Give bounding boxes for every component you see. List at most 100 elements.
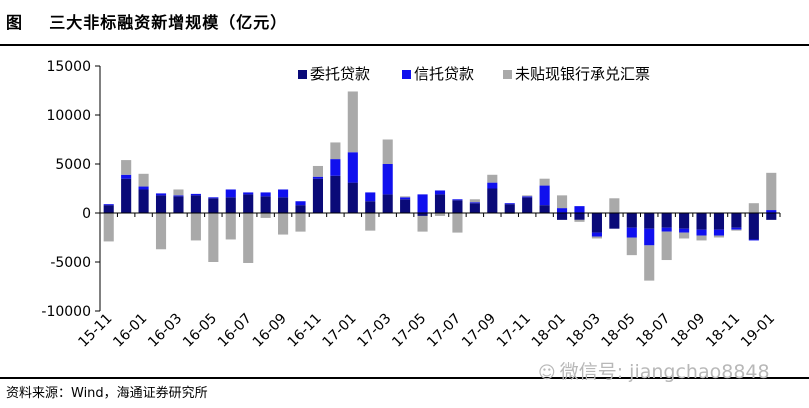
bar-trust: [504, 203, 515, 205]
bar-entrusted: [225, 197, 236, 213]
bar-trust: [330, 159, 341, 176]
bar-entrusted: [400, 199, 411, 213]
bar-acceptance: [225, 213, 236, 240]
bar-entrusted: [731, 213, 742, 228]
bar-trust: [243, 192, 254, 195]
bar-entrusted: [190, 195, 201, 213]
legend-label: 信托贷款: [414, 65, 474, 83]
bar-acceptance: [766, 172, 777, 211]
bar-trust: [347, 152, 358, 183]
bar-trust: [208, 197, 219, 199]
y-tick-label: 10000: [46, 108, 91, 124]
bar-trust: [260, 192, 271, 197]
bar-trust: [225, 189, 236, 198]
bar-trust: [661, 227, 672, 232]
watermark-text: 微信号: jiangchao8848: [559, 361, 770, 383]
bar-entrusted: [138, 189, 149, 213]
bar-trust: [487, 182, 498, 189]
bar-acceptance: [243, 213, 254, 263]
bar-entrusted: [504, 204, 515, 213]
legend-swatch: [402, 70, 411, 79]
top-rule: [0, 44, 809, 46]
bar-trust: [121, 174, 132, 179]
bar-trust: [155, 193, 167, 196]
bar-entrusted: [469, 203, 480, 213]
bar-entrusted: [243, 194, 254, 213]
bar-entrusted: [487, 188, 498, 213]
x-tick-label: 18-01: [529, 311, 569, 351]
bar-trust: [591, 232, 602, 237]
y-tick-label: 5000: [55, 157, 91, 173]
bar-trust: [434, 190, 446, 195]
x-tick-label: 18-05: [599, 311, 639, 351]
bar-trust: [748, 239, 759, 241]
bar-entrusted: [121, 178, 132, 213]
bar-trust: [766, 210, 777, 213]
x-tick-label: 17-11: [494, 311, 534, 351]
bar-acceptance: [748, 203, 759, 213]
bar-acceptance: [539, 178, 550, 186]
x-tick-label: 18-07: [633, 311, 673, 351]
bar-entrusted: [539, 205, 550, 213]
bar-entrusted: [382, 194, 393, 213]
bar-trust: [696, 229, 707, 236]
bar-trust: [452, 199, 463, 201]
bar-acceptance: [452, 213, 463, 233]
bar-entrusted: [574, 213, 585, 220]
bar-entrusted: [365, 201, 376, 213]
legend-label: 未贴现银行承兑汇票: [515, 65, 650, 83]
x-tick-label: 17-07: [424, 311, 464, 351]
bar-acceptance: [278, 213, 289, 235]
bar-acceptance: [103, 213, 114, 242]
bar-acceptance: [417, 215, 428, 232]
bar-acceptance: [626, 237, 637, 256]
bar-entrusted: [312, 178, 323, 213]
bar-acceptance: [138, 173, 149, 187]
bar-trust: [469, 202, 480, 204]
bar-entrusted: [260, 196, 271, 213]
bar-chart: 150001000050000-5000-1000015-1116-0116-0…: [41, 59, 781, 351]
bar-acceptance: [382, 139, 393, 164]
bar-acceptance: [365, 213, 376, 231]
y-tick-label: 15000: [46, 59, 91, 75]
bar-acceptance: [312, 165, 323, 177]
bar-entrusted: [644, 213, 655, 229]
bar-entrusted: [347, 182, 358, 213]
bar-trust: [103, 204, 114, 206]
x-tick-label: 17-09: [459, 311, 499, 351]
bar-trust: [400, 197, 411, 200]
bar-acceptance: [295, 213, 306, 232]
bar-acceptance: [609, 198, 620, 213]
bar-entrusted: [417, 213, 428, 216]
bar-entrusted: [696, 213, 707, 230]
chart-title: 图 三大非标融资新增规模（亿元）: [6, 13, 288, 32]
bar-acceptance: [679, 232, 690, 239]
bar-acceptance: [522, 195, 533, 197]
bar-entrusted: [434, 194, 446, 213]
bar-acceptance: [173, 189, 184, 196]
legend-swatch: [503, 70, 512, 79]
bar-trust: [644, 228, 655, 246]
x-tick-label: 16-11: [285, 311, 325, 351]
bar-entrusted: [591, 213, 602, 233]
bar-entrusted: [208, 198, 219, 213]
bar-entrusted: [766, 213, 777, 220]
bar-acceptance: [713, 235, 725, 238]
bar-acceptance: [731, 229, 742, 231]
bar-trust: [574, 206, 585, 213]
x-tick-label: 18-09: [668, 311, 708, 351]
bar-trust: [312, 176, 323, 179]
bar-trust: [295, 201, 306, 206]
bar-entrusted: [278, 197, 289, 213]
bar-acceptance: [574, 219, 585, 222]
bar-trust: [626, 227, 637, 238]
bar-entrusted: [173, 196, 184, 213]
bar-trust: [190, 193, 201, 196]
bar-acceptance: [260, 213, 271, 218]
bar-acceptance: [487, 174, 498, 183]
bar-trust: [713, 229, 725, 236]
bar-trust: [522, 196, 533, 198]
bar-trust: [539, 185, 550, 206]
bar-entrusted: [522, 197, 533, 213]
bar-acceptance: [434, 213, 446, 216]
